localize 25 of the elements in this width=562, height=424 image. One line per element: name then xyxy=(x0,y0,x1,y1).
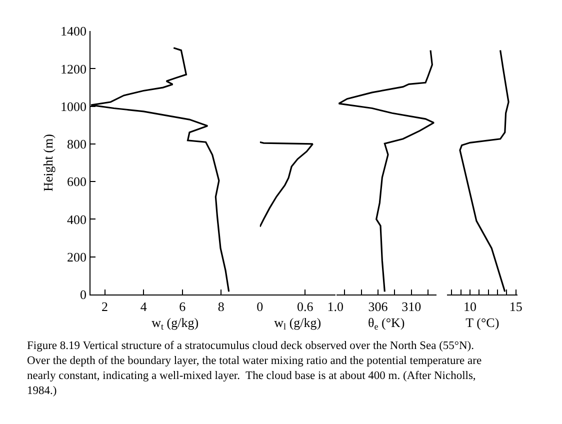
x-tick-label: 6 xyxy=(179,299,186,314)
x-tick-label: 15 xyxy=(509,299,522,314)
y-tick-label: 1200 xyxy=(60,61,87,76)
x-axis-title: T (°C) xyxy=(466,314,500,330)
x-axis-title: θ$_{e}$ (°K) xyxy=(368,314,405,332)
y-tick-label: 0 xyxy=(80,287,87,302)
x-tick-label: 10 xyxy=(464,299,477,314)
x-tick-label: 310 xyxy=(402,299,422,314)
x-tick-label: 1.0 xyxy=(327,299,344,314)
y-tick-label: 800 xyxy=(67,136,87,152)
x-tick-label: 8 xyxy=(218,299,224,314)
y-tick-label: 200 xyxy=(67,249,87,264)
x-tick-label: 2 xyxy=(102,299,108,314)
x-axis-title: w$_{l}$ (g/kg) xyxy=(274,314,322,332)
y-tick-label: 1400 xyxy=(60,24,87,39)
x-tick-label: 4 xyxy=(140,299,148,314)
x-axis-title: w$_{t}$ (g/kg) xyxy=(152,314,199,332)
y-tick-label: 600 xyxy=(67,174,87,190)
caption: Figure 8.19 Vertical structure of a stratocumulus cloud deck observed over the North Sea (55°N). Over the depth of the boundary layer, the total water mixing ratio and the potential temperature are nearly constant, indicating a well-mixed layer. The cloud base is at about 400 m. (After Nicholls, 1984.) xyxy=(27,340,482,397)
y-tick-label: 400 xyxy=(67,212,87,227)
x-tick-label: 0 xyxy=(256,299,264,314)
y-tick-label: 1000 xyxy=(60,98,87,114)
x-tick-label: 306 xyxy=(368,299,388,314)
y-axis-title: Height (m) xyxy=(40,134,56,192)
x-tick-label: 0.6 xyxy=(297,299,314,314)
